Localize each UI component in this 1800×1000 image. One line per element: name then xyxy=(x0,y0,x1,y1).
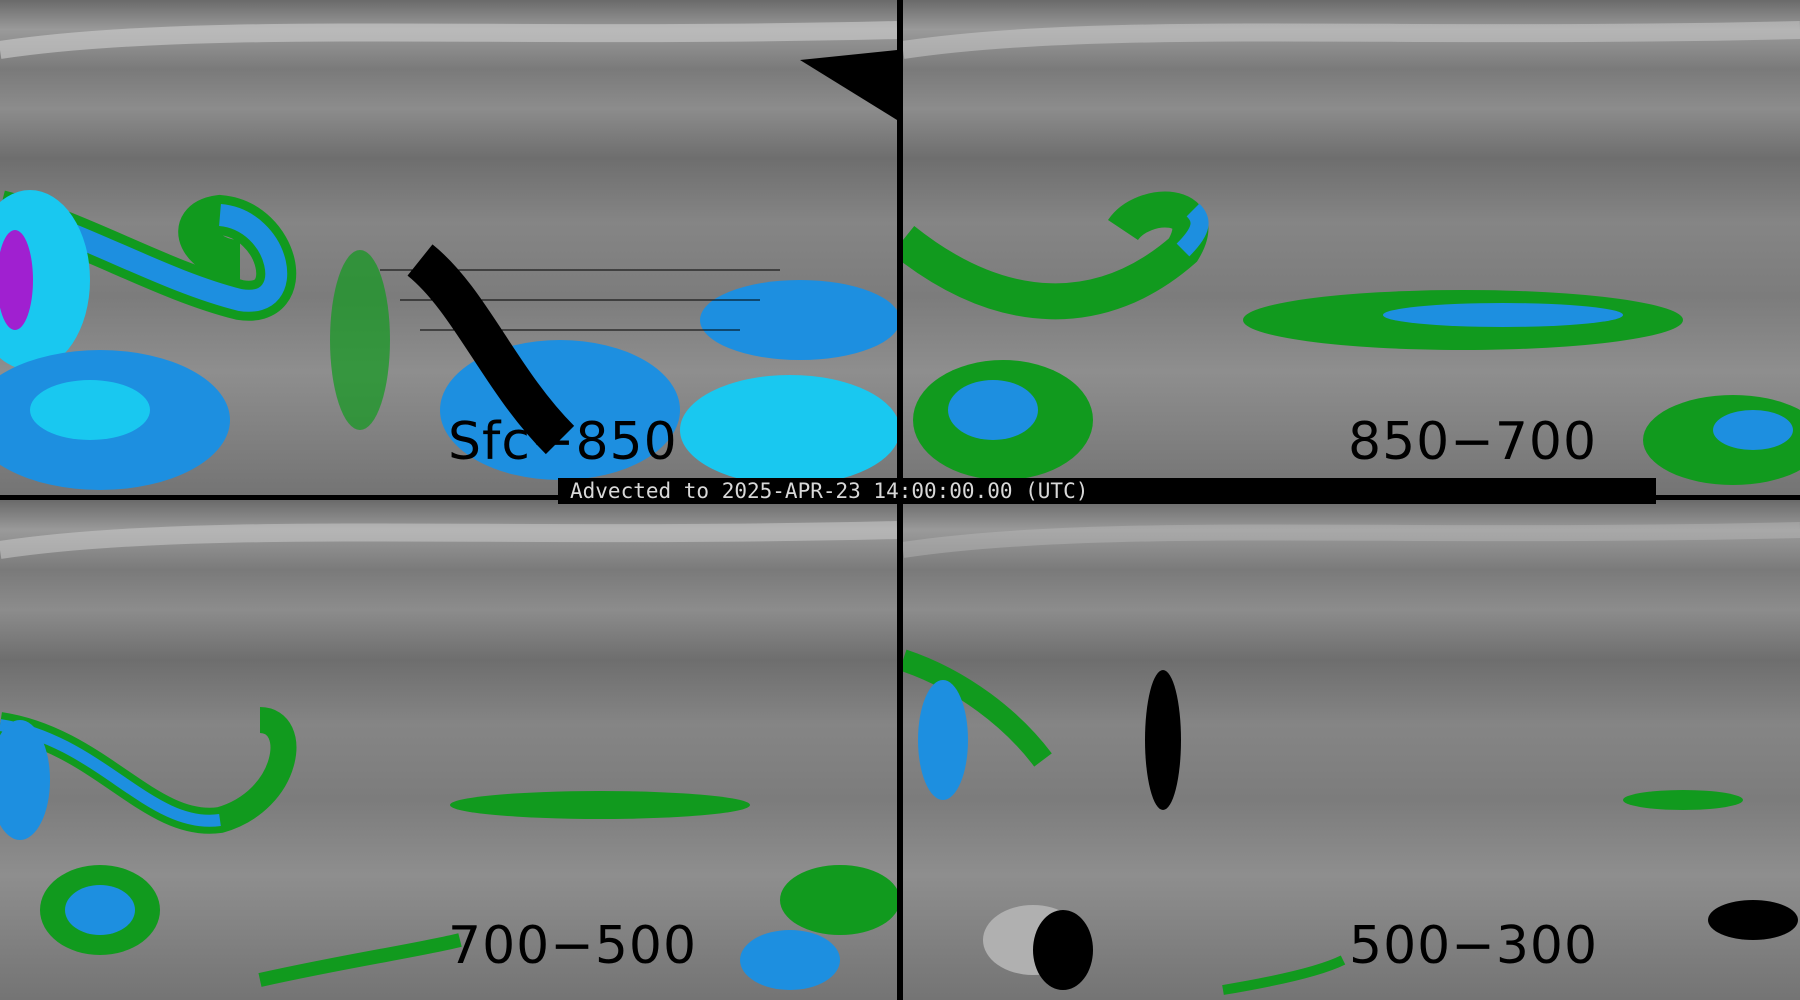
advection-time-caption: Advected to 2025-APR-23 14:00:00.00 (UTC… xyxy=(558,478,1656,504)
map-sfc-850 xyxy=(0,21,897,490)
panel-850-700: 850−700 xyxy=(903,0,1800,495)
map-700-500 xyxy=(0,521,897,990)
panel-500-300: 500−300 xyxy=(903,500,1800,1000)
map-850-700 xyxy=(903,21,1800,485)
level-label: 700−500 xyxy=(448,916,698,976)
map-500-300 xyxy=(903,522,1800,995)
level-label: 500−300 xyxy=(1349,916,1599,976)
level-label: Sfc−850 xyxy=(448,412,678,472)
panel-sfc-850: Sfc−850 xyxy=(0,0,897,495)
panel-700-500: 700−500 xyxy=(0,500,897,1000)
level-label: 850−700 xyxy=(1348,412,1598,472)
